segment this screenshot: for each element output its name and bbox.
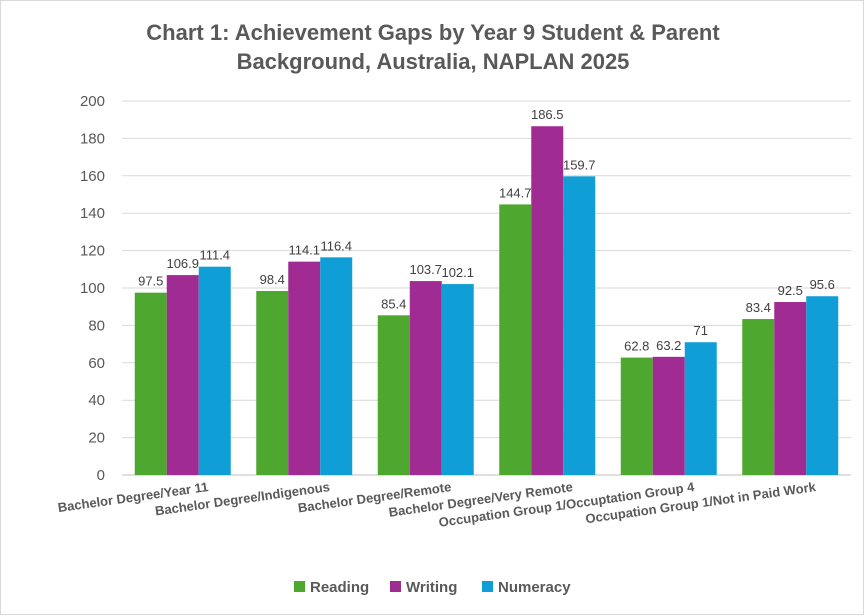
bar-writing-0 <box>166 275 199 475</box>
y-tick-label-200: 200 <box>80 93 105 110</box>
y-tick-label-160: 160 <box>80 168 105 185</box>
legend-label-writing: Writing <box>406 579 457 596</box>
data-label-numeracy-1: 116.4 <box>320 238 352 253</box>
y-tick-label-100: 100 <box>80 280 105 297</box>
legend-label-numeracy: Numeracy <box>498 579 571 596</box>
bar-numeracy-4 <box>684 342 717 475</box>
bar-numeracy-2 <box>441 284 474 475</box>
bar-numeracy-3 <box>563 176 596 475</box>
data-label-writing-2: 103.7 <box>409 262 442 277</box>
bar-writing-2 <box>409 281 442 475</box>
y-tick-label-80: 80 <box>88 317 105 334</box>
data-label-numeracy-4: 71 <box>694 323 708 338</box>
bar-reading-0 <box>134 292 167 475</box>
y-tick-label-20: 20 <box>88 430 105 447</box>
data-label-numeracy-0: 111.4 <box>199 248 230 263</box>
bar-numeracy-5 <box>806 296 839 475</box>
data-label-writing-4: 63.2 <box>656 338 681 353</box>
bar-writing-4 <box>652 356 685 475</box>
data-label-reading-0: 97.5 <box>138 274 163 289</box>
data-label-writing-5: 92.5 <box>778 283 803 298</box>
legend-swatch-reading <box>294 581 305 592</box>
y-tick-label-140: 140 <box>80 205 105 222</box>
data-label-numeracy-5: 95.6 <box>810 277 835 292</box>
bar-reading-3 <box>499 204 532 475</box>
bars <box>134 126 839 476</box>
bar-writing-5 <box>774 302 807 475</box>
data-label-writing-0: 106.9 <box>166 256 199 271</box>
data-label-reading-4: 62.8 <box>624 339 649 354</box>
y-tick-label-180: 180 <box>80 130 105 147</box>
bar-reading-4 <box>620 357 653 475</box>
data-label-reading-2: 85.4 <box>381 296 406 311</box>
data-label-writing-1: 114.1 <box>288 243 320 258</box>
bar-reading-2 <box>377 315 410 475</box>
data-label-numeracy-3: 159.7 <box>563 157 596 172</box>
bar-reading-1 <box>256 290 289 475</box>
legend-swatch-writing <box>390 581 401 592</box>
bar-numeracy-1 <box>320 257 353 475</box>
y-tick-label-0: 0 <box>97 467 105 484</box>
bar-writing-1 <box>288 261 321 475</box>
data-label-reading-1: 98.4 <box>260 272 285 287</box>
y-tick-label-40: 40 <box>88 392 105 409</box>
data-label-numeracy-2: 102.1 <box>441 265 474 280</box>
bar-numeracy-0 <box>198 266 231 475</box>
legend-label-reading: Reading <box>310 579 369 596</box>
y-tick-label-120: 120 <box>80 243 105 260</box>
gridlines <box>122 100 851 476</box>
bar-reading-5 <box>742 319 775 475</box>
y-axis-ticks: 0 20 40 60 80 100 120 140 160 180 200 <box>80 93 105 484</box>
legend: Reading Writing Numeracy <box>294 579 571 596</box>
bar-writing-3 <box>531 126 564 476</box>
data-label-writing-3: 186.5 <box>531 107 564 122</box>
legend-swatch-numeracy <box>482 581 493 592</box>
y-tick-label-60: 60 <box>88 355 105 372</box>
chart-title-line-1: Chart 1: Achievement Gaps by Year 9 Stud… <box>146 20 720 45</box>
data-label-reading-5: 83.4 <box>746 300 771 315</box>
data-label-reading-3: 144.7 <box>499 185 532 200</box>
chart-title-line-2: Background, Australia, NAPLAN 2025 <box>237 49 630 74</box>
